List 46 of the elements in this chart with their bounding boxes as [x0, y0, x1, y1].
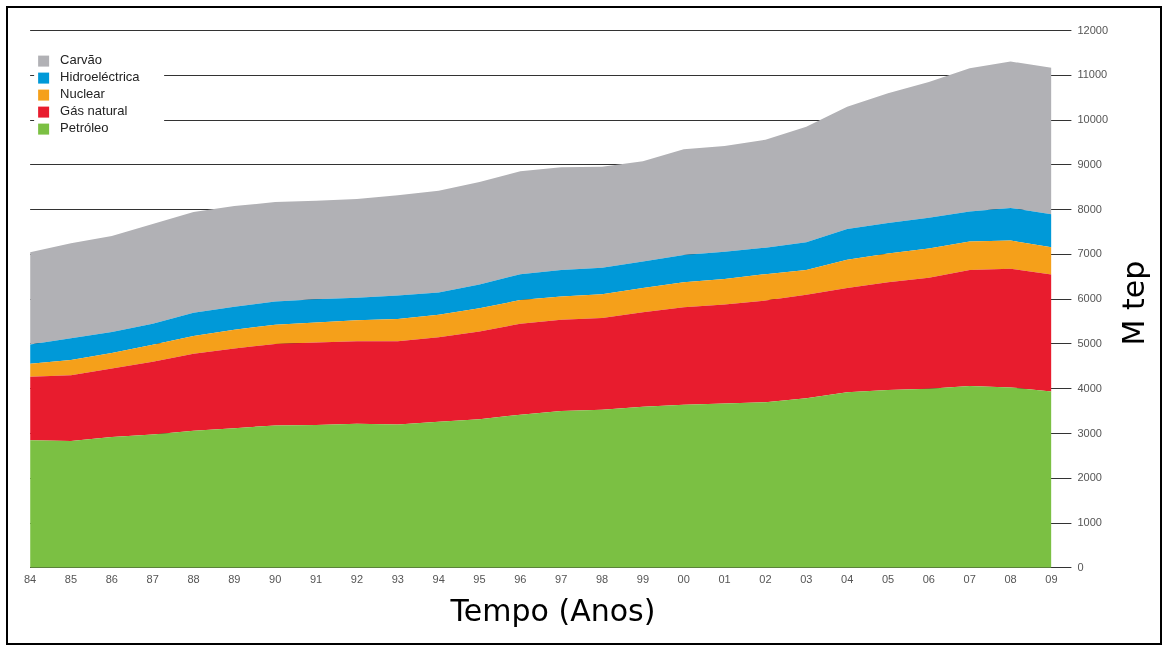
x-tick-label: 84 — [23, 573, 37, 586]
x-tick-label: 02 — [759, 573, 772, 586]
x-tick-label: 08 — [1004, 573, 1017, 586]
x-tick-label: 05 — [881, 573, 895, 586]
x-tick-label: 85 — [64, 573, 78, 586]
x-tick-label: 87 — [146, 573, 159, 586]
y-tick-label: 7000 — [1077, 247, 1102, 260]
x-tick-label: 01 — [718, 573, 731, 586]
x-tick-label: 91 — [309, 573, 323, 586]
y-tick-label: 10000 — [1077, 113, 1109, 126]
legend-label: Carvão — [60, 52, 103, 68]
x-tick-label: 09 — [1045, 573, 1058, 586]
x-tick-label: 92 — [350, 573, 364, 586]
y-tick-label: 11000 — [1077, 68, 1108, 81]
x-tick-label: 07 — [963, 573, 976, 586]
x-tick-label: 93 — [391, 573, 404, 586]
y-tick-label: 2000 — [1077, 471, 1102, 484]
y-tick-label: 0 — [1077, 560, 1084, 573]
x-tick-label: 03 — [800, 573, 813, 586]
y-axis-title: M tep — [1115, 260, 1151, 346]
y-tick-label: 8000 — [1077, 202, 1102, 215]
y-tick-label: 5000 — [1077, 337, 1102, 349]
x-tick-label: 97 — [555, 573, 568, 586]
y-tick-label: 6000 — [1077, 292, 1102, 305]
x-tick-label: 99 — [636, 573, 650, 586]
x-tick-label: 90 — [269, 573, 282, 586]
y-tick-label: 4000 — [1077, 381, 1102, 394]
legend-label: Petróleo — [60, 120, 109, 136]
x-tick-label: 88 — [187, 573, 200, 586]
x-tick-label: 98 — [595, 573, 609, 586]
x-tick-label: 96 — [514, 573, 527, 586]
x-tick-label: 06 — [922, 573, 935, 586]
x-tick-label: 89 — [228, 573, 241, 586]
y-tick-label: 9000 — [1077, 157, 1102, 170]
legend-label: Gás natural — [60, 103, 128, 119]
x-tick-label: 94 — [432, 573, 445, 586]
x-tick-label: 86 — [105, 573, 118, 586]
y-tick-label: 1000 — [1077, 516, 1102, 529]
y-tick-label: 12000 — [1077, 23, 1109, 36]
legend-label: Nuclear — [60, 86, 106, 102]
y-tick-label: 3000 — [1077, 426, 1102, 439]
x-axis-title: Tempo (Anos) — [449, 593, 657, 628]
legend-label: Hidroeléctrica — [60, 69, 141, 85]
x-tick-label: 00 — [677, 573, 690, 586]
x-tick-label: 04 — [841, 573, 854, 586]
x-tick-label: 95 — [473, 573, 486, 586]
